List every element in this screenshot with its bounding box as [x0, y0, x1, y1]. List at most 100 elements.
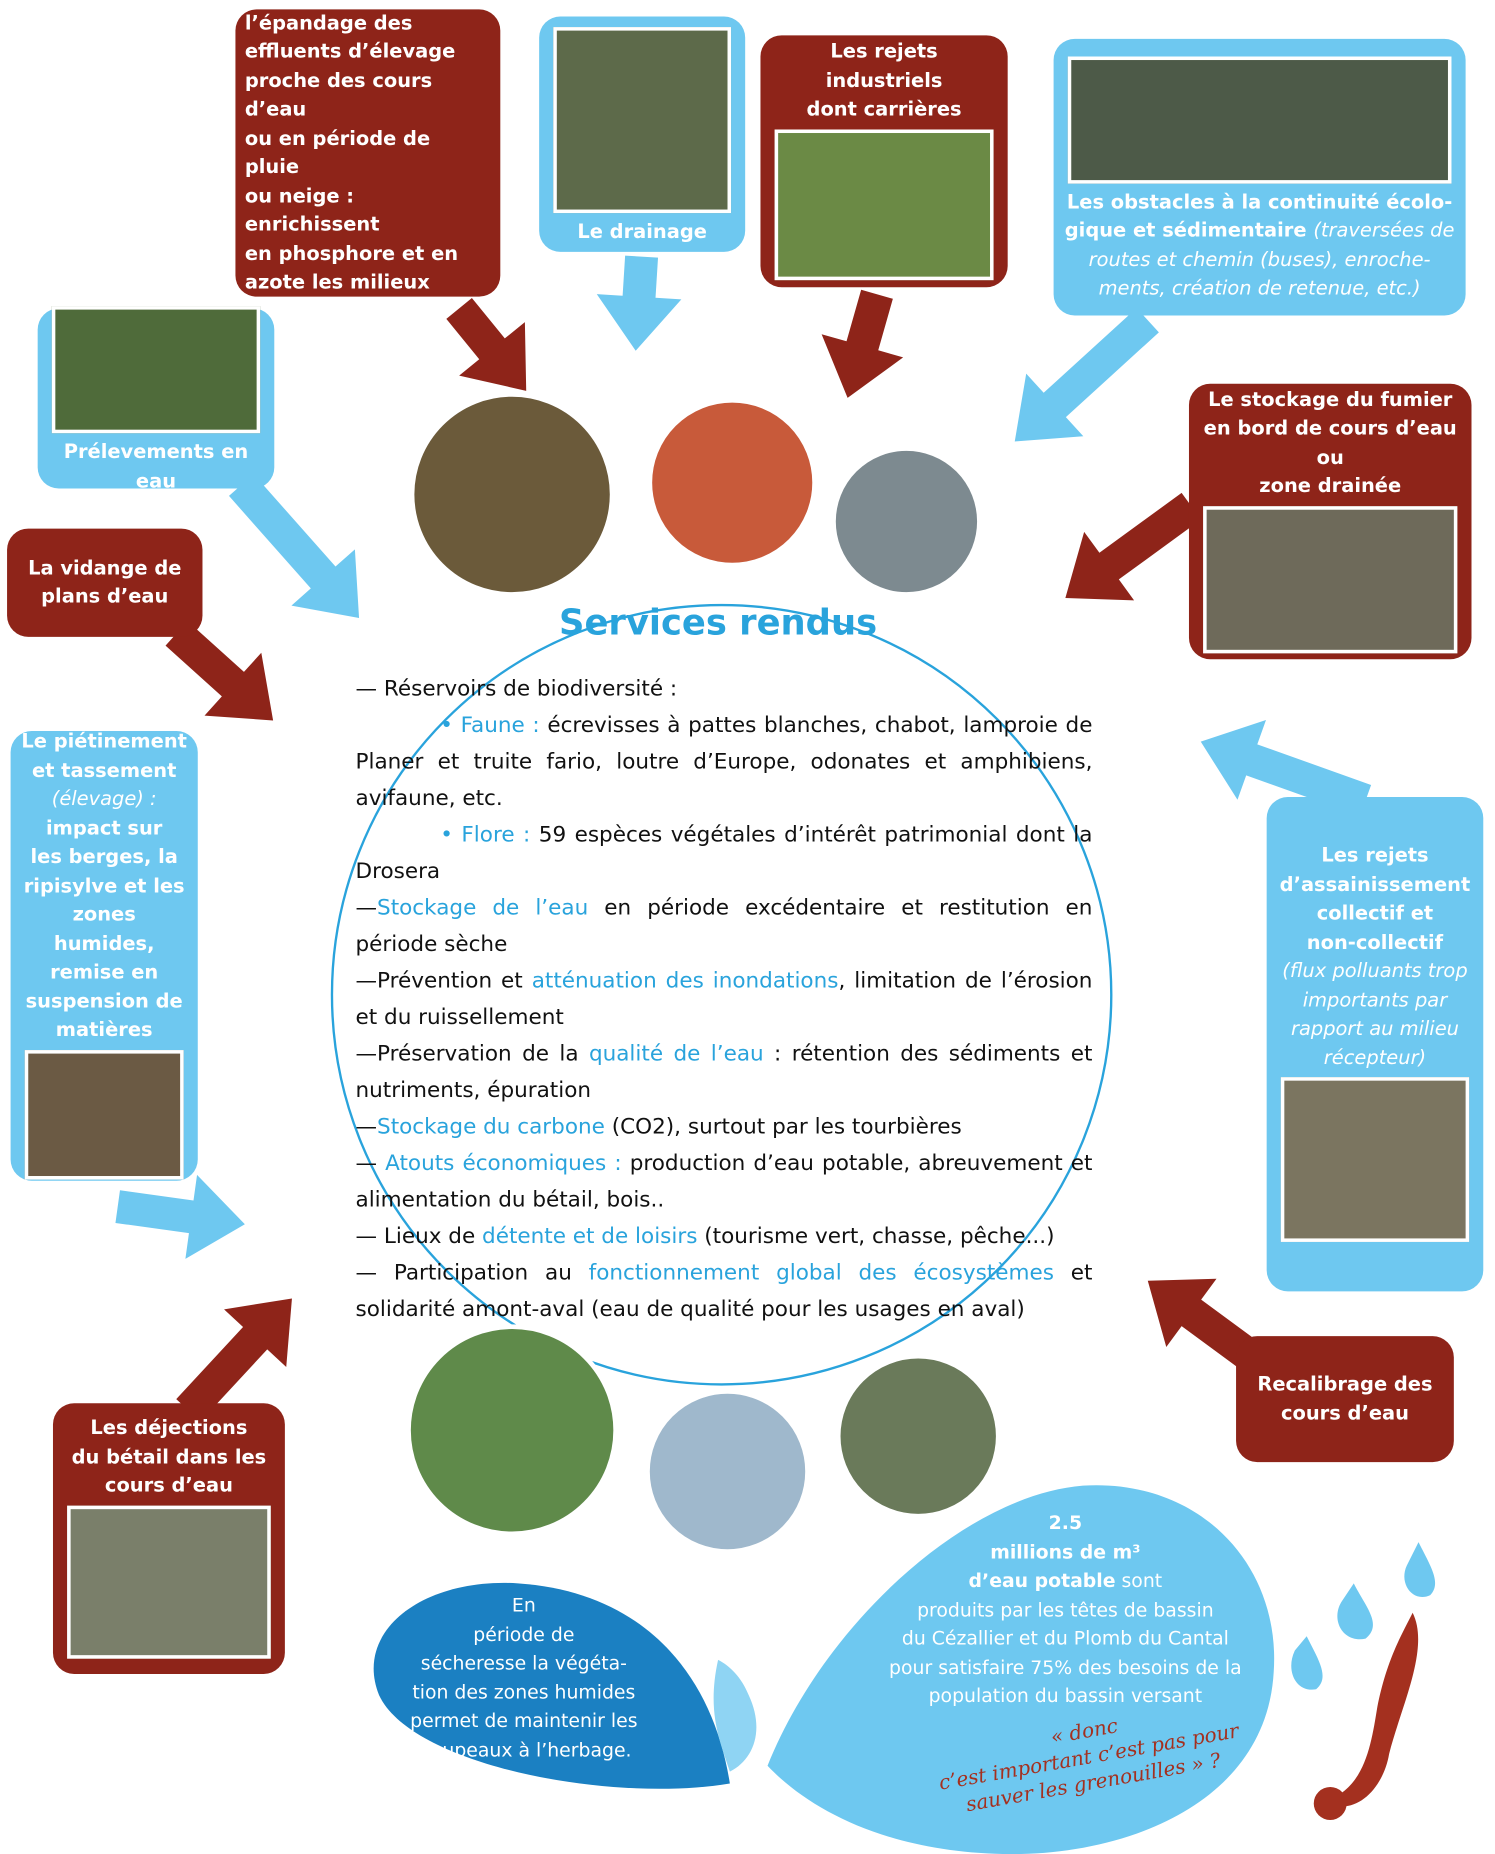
deco-drop [1404, 1542, 1435, 1597]
service-item: — Atouts économiques : production d’eau … [356, 1145, 1093, 1218]
service-text: — Réservoirs de biodiversité : [356, 677, 678, 702]
threat-line: Les déjections [90, 1416, 247, 1438]
threat-line: cours d’eau [105, 1474, 233, 1496]
threat-box: Les rejetsd’assainissementcollectif etno… [1267, 797, 1484, 1291]
arrow [115, 1175, 244, 1259]
service-text: — Participation au [356, 1261, 589, 1286]
threat-line: Les obstacles à la continuité écolo- [1067, 190, 1452, 212]
photo-circle [838, 1356, 998, 1516]
service-text: (tourisme vert, chasse, pêche...) [697, 1224, 1054, 1249]
threat-note: récepteur) [1324, 1046, 1426, 1068]
arrow [1015, 308, 1159, 441]
infographic: L’utilisation d’engrais,l’épandage desef… [0, 0, 1495, 1854]
threat-line: cours d’eau [1281, 1401, 1409, 1423]
threat-line: Prélevements en eau [64, 440, 249, 491]
threat-box: Recalibrage des cours d’eau [1236, 1336, 1454, 1462]
threat-text: Les obstacles à la continuité écolo-giqu… [1063, 188, 1456, 303]
service-text: —Préservation de la [356, 1042, 589, 1067]
drop-line: du Cézallier et du Plomb du Cantal [902, 1627, 1229, 1649]
arrow [229, 474, 359, 618]
service-text: Stockage du carbone [377, 1115, 605, 1140]
threat-line: Les rejets industriels [826, 40, 943, 91]
drop-strong: d’eau potable [969, 1569, 1116, 1591]
drop-line: pour satisfaire 75% des besoins de la [889, 1656, 1242, 1678]
threat-line: zones humides, [54, 903, 155, 954]
threat-line: d’assainissement [1280, 873, 1471, 895]
service-text: • Flore : [440, 823, 530, 848]
threat-note: (flux polluants trop [1282, 959, 1467, 981]
page: L’utilisation d’engrais,l’épandage desef… [0, 0, 1495, 1854]
service-item: — Lieux de détente et de loisirs (touris… [356, 1218, 1093, 1254]
drop-strong: 2.5 [1049, 1512, 1082, 1534]
threat-line: ou en période de pluie [245, 127, 430, 178]
photo [25, 1050, 184, 1179]
photo [1203, 506, 1457, 653]
service-item: — Réservoirs de biodiversité : [356, 671, 1093, 707]
service-text: atténuation des inondations [532, 969, 839, 994]
service-item: —Prévention et atténuation des inondatio… [356, 963, 1093, 1036]
service-text: fonctionnement global des écosystèmes [589, 1261, 1054, 1286]
threat-text: Le drainage [549, 217, 736, 246]
threat-line: Les rejets [1321, 844, 1428, 866]
service-text: • Faune : [440, 713, 539, 738]
threat-line: matières [56, 1019, 153, 1041]
service-text: — [356, 1115, 378, 1140]
deco-drop [1337, 1583, 1373, 1639]
threat-text: Les déjections du bétail dans les cours d’… [62, 1414, 275, 1501]
threat-line: en phosphore et en [245, 242, 458, 264]
photo [67, 1505, 271, 1658]
threat-line: azote les milieux [245, 271, 430, 293]
service-text: qualité de l’eau [589, 1042, 764, 1067]
threat-box: La vidange deplans d’eau [7, 529, 202, 637]
services-title: Services rendus [471, 603, 965, 644]
threat-line: Recalibrage des [1257, 1373, 1432, 1395]
drop-line: troupeaux à l’herbage. [416, 1738, 631, 1760]
service-item: —Stockage de l’eau en période excédentai… [356, 890, 1093, 963]
threat-line: proche des cours d’eau [245, 69, 432, 120]
photo-circle [650, 400, 815, 565]
service-text: détente et de loisirs [482, 1224, 697, 1249]
photo [553, 27, 731, 213]
service-item: —Préservation de la qualité de l’eau : r… [356, 1036, 1093, 1109]
threat-box: Les rejets industriels dont carrières [760, 35, 1007, 287]
threat-line: L’utilisation d’engrais, [245, 0, 488, 5]
threat-note: (élevage) : [52, 788, 157, 810]
threat-box: Le piétinementet tassement(élevage) :imp… [11, 731, 198, 1181]
drop-line: produits par les têtes de bassin [917, 1598, 1214, 1620]
threat-line: suspension de [26, 990, 183, 1012]
photo [1068, 56, 1452, 183]
threat-line: les berges, la [30, 846, 177, 868]
salamander-head [1314, 1787, 1347, 1820]
photo [52, 306, 260, 433]
drop-line: sécheresse la végéta- [421, 1652, 627, 1674]
threat-line: impact sur [46, 817, 162, 839]
service-text: —Prévention et [356, 969, 532, 994]
threat-box: Les obstacles à la continuité écolo-giqu… [1054, 39, 1466, 316]
photo-circle [833, 449, 979, 595]
drop-line: tion des zones humides [412, 1680, 635, 1702]
threat-line: du bétail dans les [72, 1445, 267, 1467]
arrow [1065, 493, 1201, 600]
services-list: — Réservoirs de biodiversité : • Faune : … [356, 671, 1093, 1328]
drop-line: En [512, 1594, 536, 1616]
threat-line: dont carrières [807, 98, 962, 120]
photo-circle [412, 394, 612, 594]
deco-drop [1291, 1636, 1322, 1689]
threat-line: non-collectif [1307, 931, 1443, 953]
service-item: — Participation au fonctionnement global… [356, 1255, 1093, 1328]
threat-line: Le piétinement [21, 730, 187, 752]
photo [775, 129, 994, 280]
threat-line: plans d’eau [41, 585, 168, 607]
threat-line: zone drainée [1259, 474, 1401, 496]
threat-line: remise en [50, 961, 158, 983]
service-item: • Faune : écrevisses à pattes blanches, … [356, 707, 1093, 816]
threat-line: Le stockage du fumier [1208, 388, 1452, 410]
threat-note: ments, création de retenue, etc.) [1099, 277, 1421, 299]
arrow [822, 290, 904, 398]
photo [1281, 1077, 1469, 1242]
photo-circle [647, 1391, 807, 1551]
